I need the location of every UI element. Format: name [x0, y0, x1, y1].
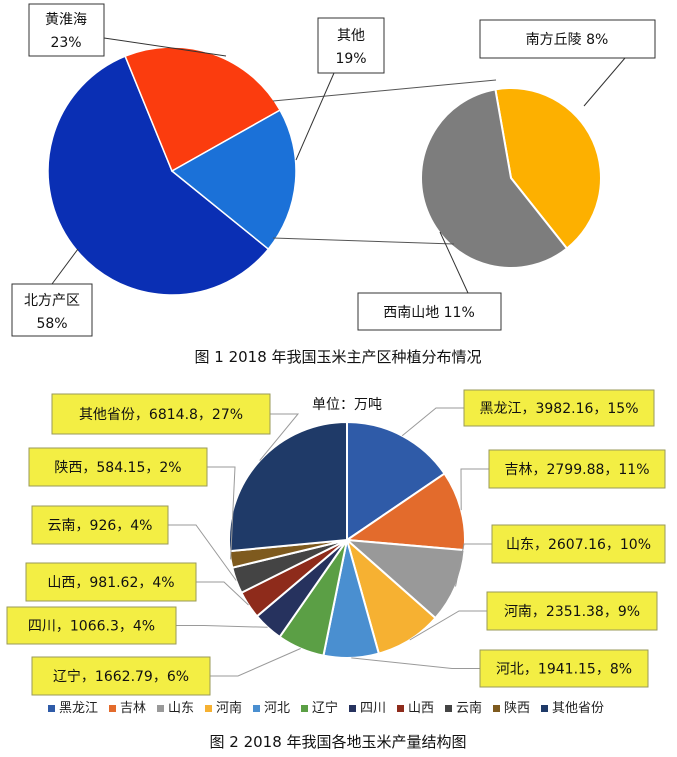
pie2-label-box-1: [463, 389, 655, 427]
legend-label-10: 陕西: [504, 701, 530, 716]
pie2-label-box-7: [6, 606, 177, 645]
legend-swatch-9: [445, 705, 452, 712]
pie1-callout-box-other: [317, 17, 385, 74]
legend-swatch-4: [205, 705, 212, 712]
pie2-leader-4: [409, 610, 487, 641]
pie1-connector-top: [272, 79, 497, 102]
pie1-breakout-slice-south-hills: [494, 87, 602, 250]
pie2-slice-1: [346, 420, 446, 542]
pie1-slice-other: [170, 109, 297, 251]
pie2-leader-9: [168, 524, 237, 581]
pie1-leader-other: [295, 72, 335, 161]
pie1-callout-box-southwest: [357, 292, 502, 331]
legend-label-2: 吉林: [120, 701, 146, 716]
pie1-leader-north: [51, 248, 79, 285]
legend-label-1: 黑龙江: [59, 701, 98, 716]
legend-swatch-7: [349, 705, 356, 712]
legend-swatch-11: [541, 705, 548, 712]
pie1-label-north-pct: 58%: [36, 316, 67, 332]
pie2-slice-11: [228, 420, 348, 553]
pie2-leader-5: [351, 657, 480, 669]
legend-label-7: 四川: [360, 701, 386, 716]
pie2-label-3: 山东，2607.16，10%: [506, 537, 651, 553]
pie2-label-2: 吉林，2799.88，11%: [504, 462, 649, 478]
pie1-callout-box-south-hills: [479, 19, 656, 59]
legend-swatch-10: [493, 705, 500, 712]
pie2-label-5: 河北，1941.15，8%: [496, 662, 632, 678]
pie2-label-box-3: [491, 524, 666, 564]
pie1-label-huanghuaihai-pct: 23%: [50, 35, 81, 51]
pie2-leader-1: [401, 407, 464, 437]
pie1-leader-huanghuaihai: [103, 37, 227, 57]
pie1-label-huanghuaihai-name: 黄淮海: [45, 11, 87, 28]
pie2-leader-2: [460, 468, 489, 511]
pie2-label-9: 云南，926，4%: [48, 518, 153, 534]
legend-swatch-8: [397, 705, 404, 712]
pie2-leader-11: [259, 413, 300, 461]
legend-label-9: 云南: [456, 700, 482, 716]
legend-swatch-6: [301, 705, 308, 712]
pie2-label-1: 黑龙江，3982.16，15%: [479, 401, 638, 417]
chart1-caption: 图 1 2018 年我国玉米主产区种植分布情况: [194, 348, 481, 366]
pie1-leader-south-hills: [583, 57, 626, 107]
pie2-leader-10: [207, 466, 236, 560]
pie2-slice-2: [344, 472, 466, 552]
pie1-label-north-name: 北方产区: [24, 293, 80, 309]
pie2-leader-8: [196, 581, 249, 606]
pie2-label-11: 其他省份，6814.8，27%: [79, 407, 243, 423]
pie2-leader-7: [176, 625, 268, 628]
legend-label-5: 河北: [264, 701, 290, 716]
pie1-leader-southwest: [439, 231, 469, 294]
legend-label-4: 河南: [216, 700, 242, 716]
pie2-label-box-11: [51, 393, 271, 435]
pie2-label-4: 河南，2351.38，9%: [504, 604, 640, 620]
pie1-slice-north: [47, 55, 270, 296]
chart2-subtitle: 单位：万吨: [312, 397, 382, 413]
pie1-breakout-slice-southwest-mountains: [419, 88, 569, 269]
pie2-label-10: 陕西，584.15，2%: [54, 460, 181, 476]
pie2-label-box-8: [25, 562, 197, 602]
pie1-connector-bottom: [272, 237, 455, 245]
pie1-callout-box-huanghuaihai: [28, 3, 105, 57]
pie1-label-other-name: 其他: [337, 28, 365, 44]
legend-swatch-1: [48, 705, 55, 712]
pie1-callout-box-north: [11, 283, 93, 337]
pie2-label-6: 辽宁，1662.79，6%: [53, 668, 189, 685]
legend-label-3: 山东: [168, 701, 194, 716]
legend-label-11: 其他省份: [552, 701, 604, 716]
pie1-label-south-hills: 南方丘陵 8%: [526, 32, 609, 48]
pie2-label-box-10: [28, 447, 208, 487]
pie2-label-8: 山西，981.62，4%: [47, 575, 174, 591]
pie1-label-other-pct: 19%: [335, 51, 366, 67]
legend-swatch-5: [253, 705, 260, 712]
pie2-leader-6: [210, 648, 301, 677]
pie2-label-7: 四川，1066.3，4%: [28, 619, 155, 635]
legend-swatch-3: [157, 705, 164, 712]
chart2-caption: 图 2 2018 年我国各地玉米产量结构图: [209, 733, 466, 751]
pie1-label-southwest: 西南山地 11%: [383, 305, 475, 321]
pie2-label-box-6: [31, 656, 211, 696]
pie2-leader-3: [455, 543, 492, 587]
legend-swatch-2: [109, 705, 116, 712]
pie2-label-box-2: [488, 449, 666, 489]
legend-label-6: 辽宁: [312, 700, 338, 716]
pie2-label-box-9: [31, 505, 169, 545]
pie2-label-box-4: [486, 591, 658, 631]
pie2-label-box-5: [479, 649, 649, 688]
legend-label-8: 山西: [408, 701, 434, 716]
chart2-area: 单位：万吨 黑龙江，3982.16，15% 吉林，2799.88，11% 山东，260…: [6, 389, 666, 751]
chart1-area: 黄淮海 23% 其他 19% 北方产区 58% 南方丘陵 8% 西南山地 11% 图 1 201…: [11, 3, 656, 366]
